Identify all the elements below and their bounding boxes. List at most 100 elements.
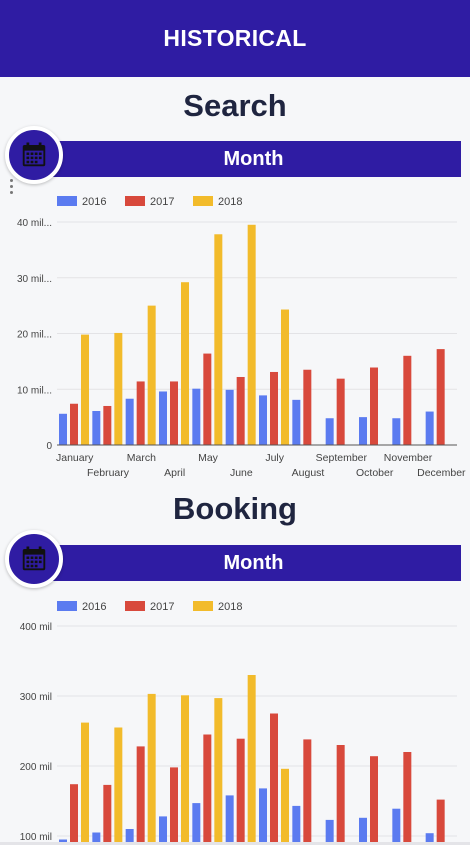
bar-2016-june[interactable]	[225, 389, 234, 445]
bar-2017-january[interactable]	[70, 403, 78, 445]
x-tick-label: November	[384, 452, 433, 464]
bar-2016-october[interactable]	[359, 417, 367, 445]
legend-label-2018[interactable]: 2018	[218, 196, 242, 208]
x-tick-label: February	[87, 467, 130, 479]
bar-2018-july[interactable]	[281, 309, 289, 445]
legend-swatch-2018[interactable]	[193, 196, 213, 206]
bar-2018-june[interactable]	[247, 224, 256, 445]
legend-label-2016[interactable]: 2016	[82, 196, 106, 208]
bar-2016-april[interactable]	[159, 391, 167, 445]
bar-2017-february[interactable]	[103, 784, 112, 842]
bar-2018-april[interactable]	[181, 695, 189, 842]
bar-2018-january[interactable]	[81, 334, 89, 445]
bar-2018-april[interactable]	[181, 282, 189, 445]
bar-2016-march[interactable]	[125, 829, 134, 842]
bar-2017-august[interactable]	[303, 369, 312, 445]
search-month-band[interactable]: Month	[26, 141, 461, 177]
search-chart: 2016 2017 2018 0 10 mil... 20 mil... 30 mil...…	[17, 196, 466, 479]
legend-label-2016[interactable]: 2016	[82, 601, 106, 613]
x-tick-label: September	[316, 452, 368, 464]
y-tick-label: 400 mil	[20, 622, 52, 633]
y-tick-label: 300 mil	[20, 692, 52, 703]
legend-swatch-2017[interactable]	[125, 196, 145, 206]
legend-label-2018[interactable]: 2018	[218, 601, 242, 613]
bar-2016-august[interactable]	[292, 399, 301, 445]
bar-2017-december[interactable]	[436, 349, 445, 445]
bar-2016-january[interactable]	[59, 413, 67, 445]
booking-calendar-button[interactable]	[5, 530, 63, 588]
search-calendar-button[interactable]	[5, 126, 63, 184]
bar-2017-may[interactable]	[203, 353, 212, 445]
bar-2017-july[interactable]	[270, 371, 278, 445]
bar-2016-november[interactable]	[392, 418, 401, 445]
bar-2017-september[interactable]	[336, 378, 345, 445]
bar-2016-may[interactable]	[192, 803, 201, 842]
bar-2017-january[interactable]	[70, 784, 78, 842]
x-tick-label: June	[230, 467, 253, 479]
bar-2018-july[interactable]	[281, 768, 289, 842]
bar-2017-february[interactable]	[103, 405, 112, 445]
bar-2016-may[interactable]	[192, 388, 201, 445]
legend-swatch-2018[interactable]	[193, 601, 213, 611]
bar-2018-january[interactable]	[81, 722, 89, 842]
bar-2016-october[interactable]	[359, 817, 367, 842]
bar-2017-may[interactable]	[203, 734, 212, 843]
bar-2016-february[interactable]	[92, 832, 101, 843]
x-tick-label: January	[56, 452, 94, 464]
legend-label-2017[interactable]: 2017	[150, 601, 174, 613]
booking-month-label: Month	[223, 551, 284, 574]
legend-swatch-2016[interactable]	[57, 601, 77, 611]
bar-2017-october[interactable]	[370, 756, 378, 842]
bar-2016-december[interactable]	[425, 411, 434, 445]
x-tick-label: August	[292, 467, 325, 479]
booking-month-band[interactable]: Month	[26, 545, 461, 581]
bar-2017-november[interactable]	[403, 355, 412, 445]
bar-2016-july[interactable]	[259, 395, 267, 445]
bar-2016-june[interactable]	[225, 795, 234, 842]
legend-swatch-2017[interactable]	[125, 601, 145, 611]
booking-section-title: Booking	[173, 491, 297, 526]
y-tick-label: 100 mil	[20, 832, 52, 843]
bar-2018-february[interactable]	[114, 332, 123, 445]
bar-2017-april[interactable]	[170, 767, 178, 842]
calendar-icon	[22, 142, 46, 167]
bar-2016-september[interactable]	[325, 819, 334, 842]
bar-2016-january[interactable]	[59, 839, 67, 843]
legend-label-2017[interactable]: 2017	[150, 196, 174, 208]
bar-2018-february[interactable]	[114, 727, 123, 843]
bar-2016-april[interactable]	[159, 816, 167, 842]
legend-swatch-2016[interactable]	[57, 196, 77, 206]
bar-2016-august[interactable]	[292, 805, 301, 842]
bar-2017-july[interactable]	[270, 713, 278, 843]
bar-2016-july[interactable]	[259, 788, 267, 842]
bar-2017-june[interactable]	[236, 738, 245, 842]
bar-2017-august[interactable]	[303, 739, 312, 842]
bar-2016-september[interactable]	[325, 418, 334, 445]
bar-2017-december[interactable]	[436, 799, 445, 842]
bar-2016-december[interactable]	[425, 833, 434, 842]
search-chart-menu-icon[interactable]	[10, 179, 14, 197]
app-header: HISTORICAL	[0, 0, 470, 77]
bar-2018-may[interactable]	[214, 234, 223, 445]
bar-2017-november[interactable]	[403, 752, 412, 842]
bar-2016-november[interactable]	[392, 808, 401, 842]
y-tick-label: 20 mil...	[17, 330, 52, 341]
bar-2017-april[interactable]	[170, 381, 178, 445]
bar-2018-march[interactable]	[147, 305, 156, 445]
bar-2017-june[interactable]	[236, 376, 245, 445]
x-tick-label: October	[356, 467, 394, 479]
calendar-icon	[22, 546, 46, 571]
bar-2016-march[interactable]	[125, 398, 134, 445]
y-tick-label: 200 mil	[20, 762, 52, 773]
x-tick-label: December	[417, 467, 466, 479]
x-tick-label: May	[198, 452, 219, 464]
bar-2016-february[interactable]	[92, 410, 101, 445]
bar-2018-march[interactable]	[147, 693, 156, 842]
bar-2017-october[interactable]	[370, 367, 378, 445]
bar-2017-march[interactable]	[136, 746, 145, 842]
bar-2017-march[interactable]	[136, 381, 145, 445]
bar-2018-may[interactable]	[214, 698, 223, 842]
bar-2018-june[interactable]	[247, 675, 256, 842]
y-tick-label: 40 mil...	[17, 218, 52, 229]
bar-2017-september[interactable]	[336, 745, 345, 842]
